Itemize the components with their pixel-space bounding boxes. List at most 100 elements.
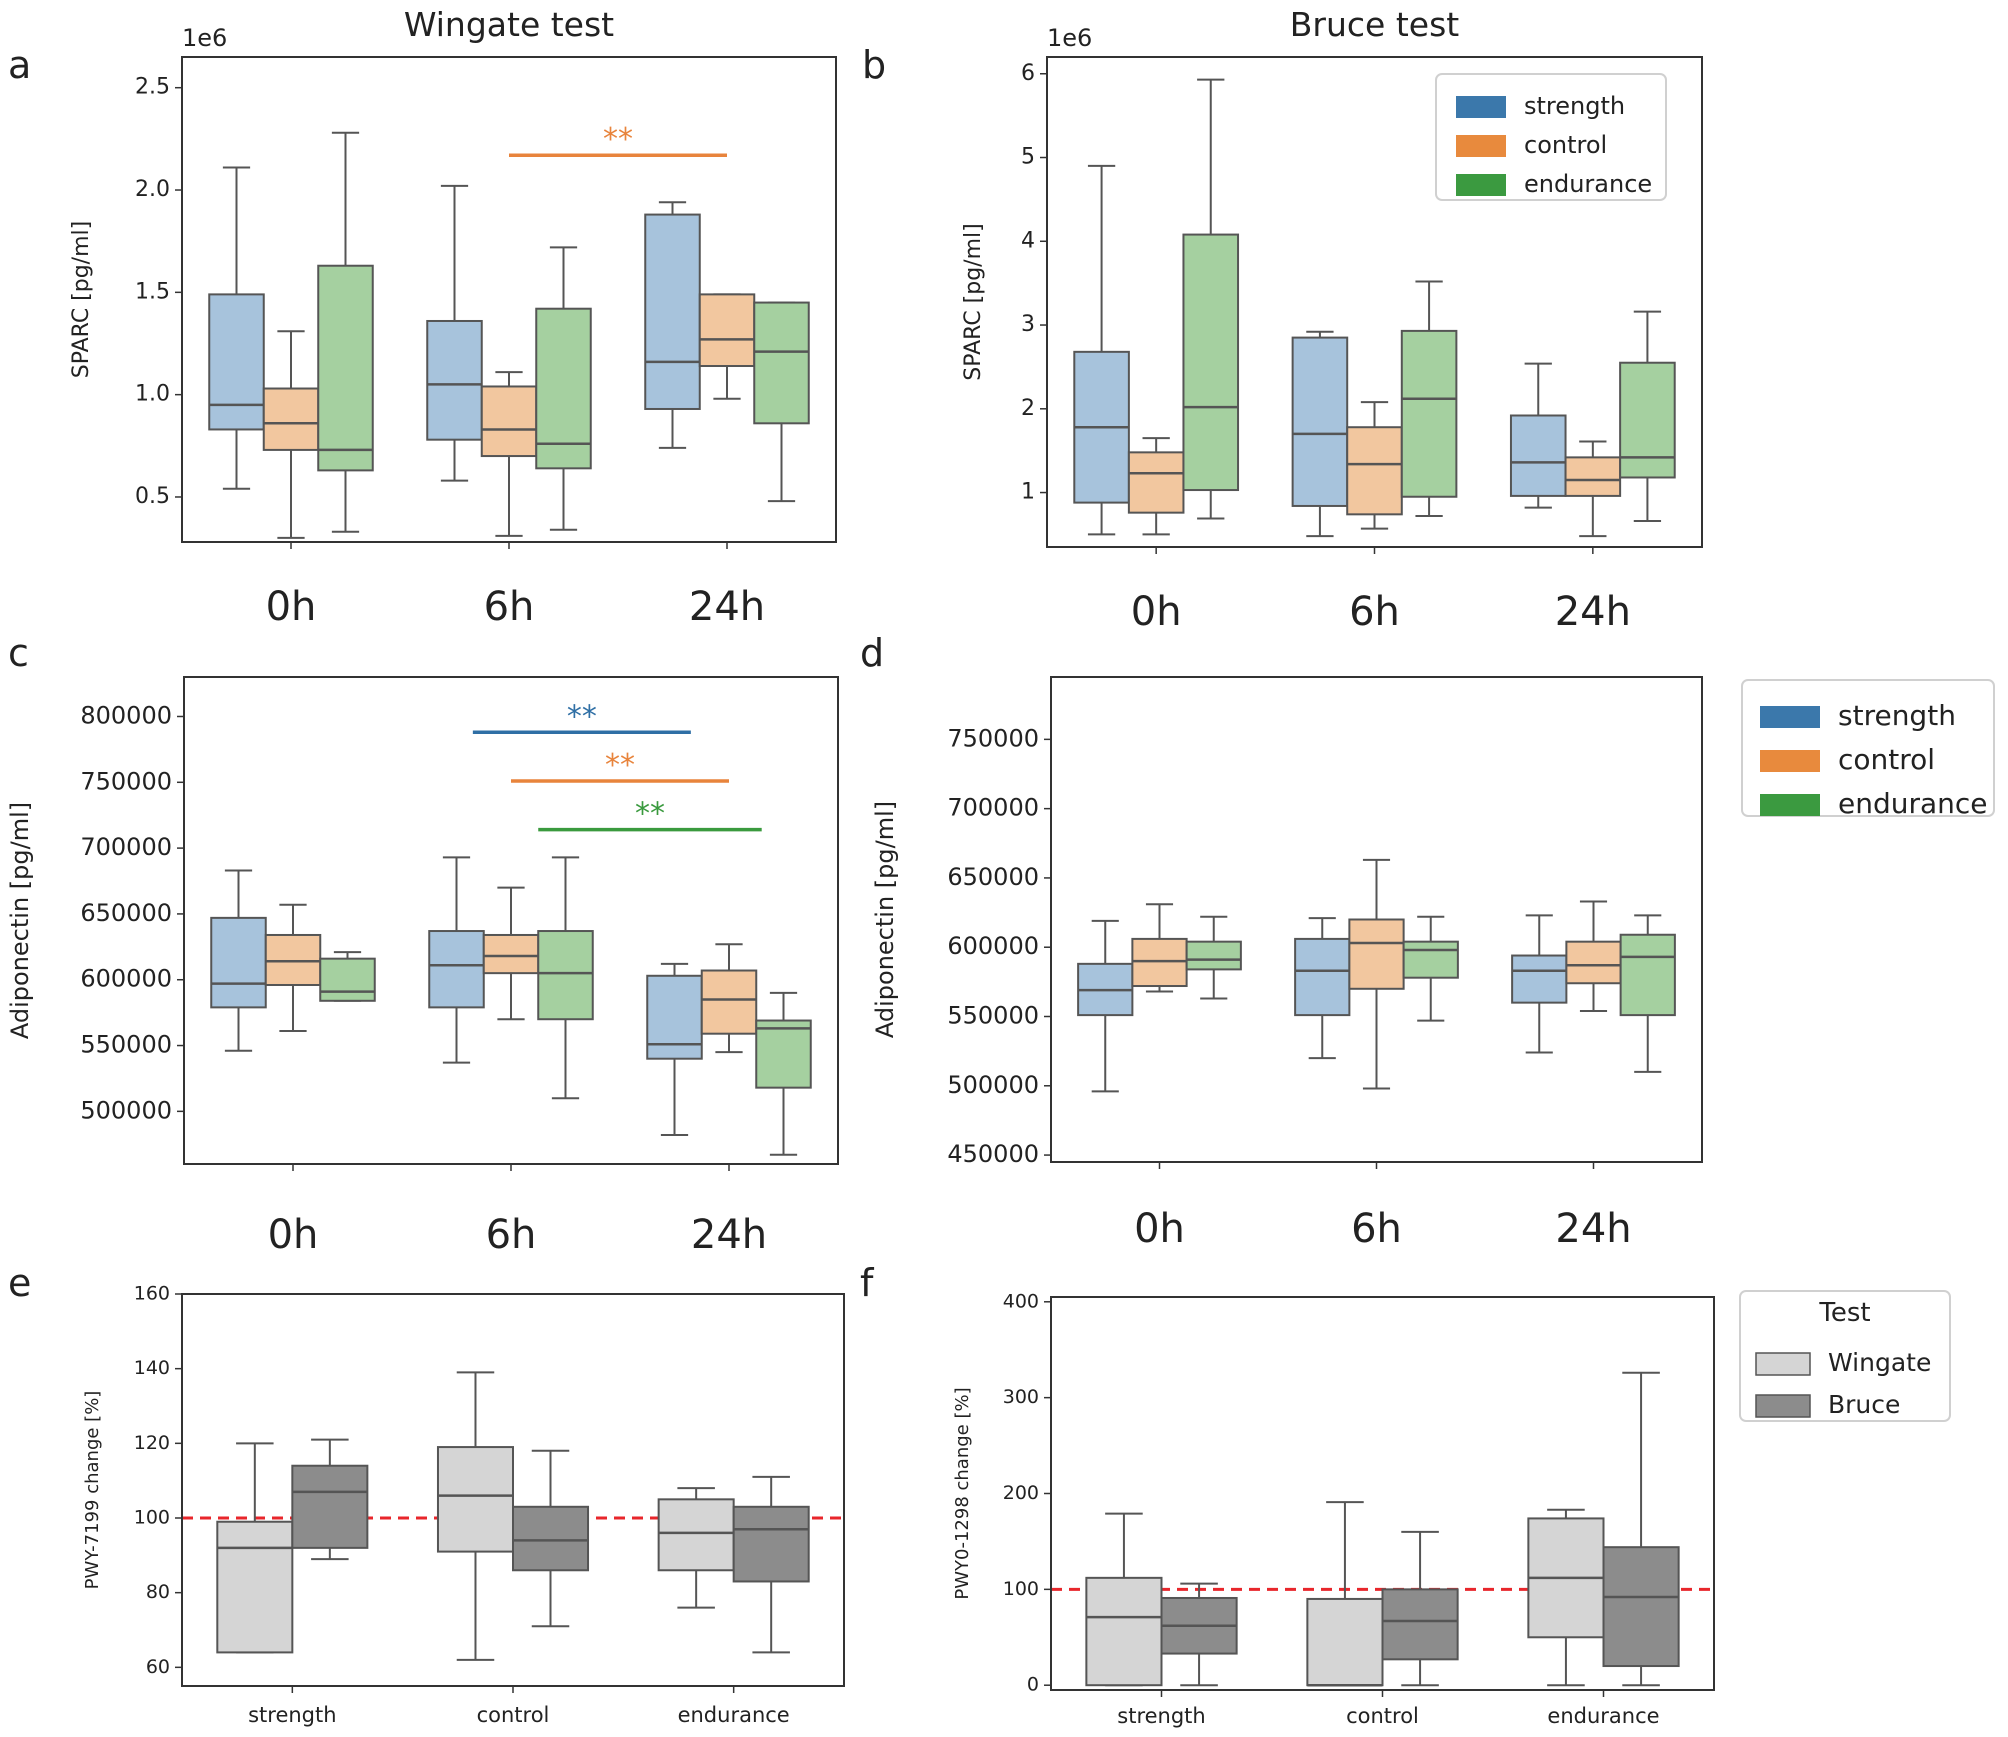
box-strength-0h	[210, 869, 267, 1052]
box-body	[1509, 414, 1567, 497]
box-body	[1511, 954, 1568, 1004]
box-strength-6h	[1294, 917, 1351, 1060]
box-strength-6h	[428, 856, 485, 1064]
y-axis-label: SPARC [pg/ml]	[961, 223, 986, 380]
box-body	[755, 1019, 812, 1089]
box-body	[428, 930, 485, 1009]
y-tick-label: 750000	[947, 724, 1039, 752]
x-tick-label: 24h	[1555, 589, 1631, 635]
box-body	[1182, 233, 1240, 492]
y-tick-label: 450000	[947, 1140, 1039, 1168]
axis-offset-text: 1e6	[182, 24, 227, 52]
box-body	[1185, 940, 1242, 971]
box-body	[291, 1464, 369, 1549]
box-body	[1291, 336, 1349, 507]
x-tick-label: 0h	[1131, 589, 1182, 635]
panel-c: c Adiponectin [pg/ml] 500000 550000 600000 65…	[6, 631, 839, 1258]
significance-label: **	[635, 797, 665, 832]
box-Bruce-control	[1381, 1530, 1459, 1687]
legend: strength control endurance	[1435, 73, 1667, 201]
y-tick-label: 600000	[947, 932, 1039, 960]
legend-swatch-endurance	[1456, 174, 1506, 196]
box-endurance-0h	[1185, 915, 1242, 1000]
y-axis-label: Adiponectin [pg/ml]	[871, 801, 899, 1038]
y-axis-label: SPARC [pg/ml]	[69, 221, 94, 378]
panel-label: c	[8, 631, 29, 675]
box-control-6h	[480, 371, 538, 537]
y-tick-label: 160	[134, 1283, 170, 1305]
box-body	[1619, 361, 1676, 479]
significance-label: **	[567, 699, 597, 734]
y-axis-label: PWY-7199 change [%]	[82, 1391, 103, 1590]
x-tick-label: 24h	[689, 584, 765, 630]
box-body	[208, 293, 265, 431]
box-Bruce-endurance	[732, 1475, 810, 1654]
x-tick-label: 24h	[1555, 1206, 1631, 1252]
box-endurance-6h	[535, 246, 592, 531]
box-control-24h	[698, 293, 756, 400]
box-body	[210, 916, 267, 1009]
y-axis-label: Adiponectin [pg/ml]	[6, 802, 34, 1039]
box-Wingate-strength	[216, 1442, 294, 1654]
box-control-0h	[1131, 903, 1188, 993]
box-body	[1402, 940, 1459, 979]
y-tick-label: 1.5	[135, 279, 170, 304]
box-control-0h	[262, 330, 320, 539]
axes-frame	[183, 676, 839, 1165]
box-body	[482, 933, 540, 975]
y-tick-label: 5	[1021, 145, 1035, 170]
box-body	[698, 293, 756, 368]
legend-label-strength: strength	[1838, 699, 1956, 732]
box-strength-0h	[1073, 164, 1130, 536]
box-strength-6h	[426, 184, 483, 482]
box-body	[1127, 451, 1185, 514]
panel-a: a Wingate test 1e6 SPARC [pg/ml] 0.5 1.0 1.5 2.…	[8, 5, 837, 630]
box-body	[732, 1505, 810, 1583]
y-tick-label: 700000	[80, 833, 172, 861]
x-tick-label: 6h	[1349, 589, 1400, 635]
significance-label: **	[605, 748, 635, 783]
box-body	[537, 930, 594, 1021]
x-tick-label: control	[477, 1703, 550, 1727]
y-tick-label: 100	[134, 1507, 170, 1529]
box-body	[700, 969, 758, 1035]
box-Bruce-strength	[1160, 1582, 1238, 1687]
legend-swatch-strength	[1456, 96, 1506, 118]
legend-label-control: control	[1524, 131, 1607, 159]
box-body	[512, 1505, 590, 1572]
box-Bruce-strength	[291, 1438, 369, 1561]
legend-label-control: control	[1838, 743, 1935, 776]
box-body	[1565, 940, 1622, 985]
y-tick-label: 550000	[80, 1031, 172, 1059]
significance-label: **	[603, 122, 633, 157]
axis-offset-text: 1e6	[1047, 24, 1092, 52]
y-tick-label: 650000	[80, 899, 172, 927]
legend-swatch-control	[1456, 135, 1506, 157]
panel-label: a	[8, 43, 31, 87]
axes-frame	[181, 56, 837, 543]
box-body	[1619, 933, 1676, 1017]
box-endurance-6h	[537, 856, 594, 1100]
box-strength-0h	[208, 166, 265, 490]
x-tick-label: 0h	[266, 584, 317, 630]
box-endurance-0h	[1182, 78, 1240, 520]
box-body	[1400, 329, 1458, 498]
box-endurance-24h	[755, 991, 812, 1156]
box-strength-24h	[644, 201, 701, 449]
y-tick-label: 500000	[947, 1071, 1039, 1099]
legend-label-endurance: endurance	[1838, 787, 1988, 820]
legend-frame	[1739, 1290, 1951, 1422]
box-endurance-24h	[1619, 310, 1676, 523]
box-Wingate-control	[1306, 1501, 1384, 1687]
box-Wingate-endurance	[657, 1487, 735, 1609]
box-control-24h	[1564, 440, 1622, 538]
legend-swatch-control	[1760, 750, 1820, 772]
box-body	[644, 213, 701, 410]
box-control-0h	[264, 903, 322, 1033]
panel-e: e PWY-7199 change [%] 60 80 100 120 140 160 stre…	[8, 1261, 845, 1727]
y-axis-label: PWY0-1298 change [%]	[952, 1387, 973, 1599]
box-strength-6h	[1291, 330, 1349, 538]
box-body	[264, 933, 322, 986]
legend-title: Test	[1818, 1298, 1870, 1328]
x-tick-label: 0h	[1134, 1206, 1185, 1252]
